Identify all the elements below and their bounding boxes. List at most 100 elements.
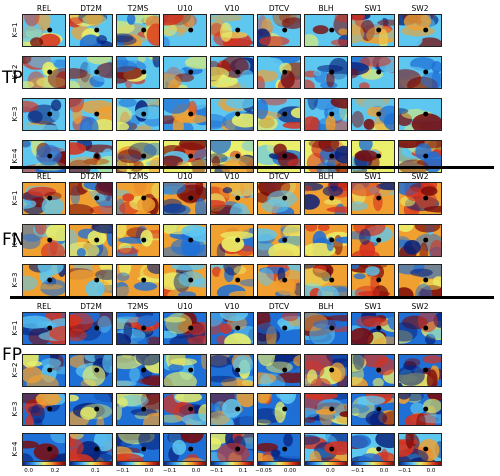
heatmap-tile [210, 354, 254, 387]
colorbar-sw2 [398, 461, 442, 466]
heatmap-tile [22, 433, 66, 466]
heatmap-tile [22, 182, 66, 215]
heatmap-tile [163, 433, 207, 466]
column-header-blh: BLH [318, 172, 334, 181]
heatmap-tile [163, 393, 207, 426]
colorbar-t2ms [116, 461, 160, 466]
heatmap-tile [69, 14, 113, 47]
heatmap-tile [398, 393, 442, 426]
heatmap-tile [116, 224, 160, 257]
column-header-v10: V10 [224, 172, 240, 181]
row-label: K=3 [11, 106, 19, 122]
heatmap-tile [116, 14, 160, 47]
heatmap-tile [398, 224, 442, 257]
heatmap-tile [22, 393, 66, 426]
heatmap-tile [398, 312, 442, 345]
heatmap-tile [116, 56, 160, 89]
column-header-sw2: SW2 [411, 172, 429, 181]
heatmap-tile [398, 98, 442, 131]
heatmap-tile [210, 14, 254, 47]
group-label-fn: FN [2, 230, 25, 250]
heatmap-tile [257, 354, 301, 387]
heatmap-tile [351, 98, 395, 131]
colorbar-tick-label: 0.1 [238, 468, 248, 474]
column-header-v10: V10 [224, 302, 240, 311]
column-header-blh: BLH [318, 302, 334, 311]
row-label: K=3 [11, 272, 19, 288]
heatmap-tile [210, 98, 254, 131]
column-header-rel: REL [36, 302, 52, 311]
colorbar-tick-label: 0.0 [379, 468, 389, 474]
heatmap-tile [304, 140, 348, 173]
heatmap-tile [257, 224, 301, 257]
heatmap-tile [163, 354, 207, 387]
column-header-t2ms: T2MS [127, 4, 149, 13]
heatmap-tile [257, 312, 301, 345]
heatmap-tile [116, 354, 160, 387]
colorbar-dtcv [257, 461, 301, 466]
heatmap-tile [116, 433, 160, 466]
heatmap-tile [22, 224, 66, 257]
heatmap-tile [257, 182, 301, 215]
colorbar-u10 [163, 461, 207, 466]
column-header-rel: REL [36, 172, 52, 181]
heatmap-tile [351, 264, 395, 297]
colorbar-tick-label: 0.0 [426, 468, 436, 474]
heatmap-tile [304, 354, 348, 387]
heatmap-tile [351, 56, 395, 89]
heatmap-tile [210, 182, 254, 215]
heatmap-tile [257, 433, 301, 466]
column-header-sw1: SW1 [364, 302, 382, 311]
group-label-fp: FP [2, 345, 23, 365]
row-label: K=1 [11, 190, 19, 206]
heatmap-tile [22, 14, 66, 47]
column-header-rel: REL [36, 4, 52, 13]
column-header-u10: U10 [177, 172, 193, 181]
heatmap-tile [304, 264, 348, 297]
heatmap-tile [257, 393, 301, 426]
heatmap-tile [398, 354, 442, 387]
group-separator [10, 166, 494, 169]
colorbar-tick-label: 0.0 [144, 468, 154, 474]
heatmap-tile [398, 56, 442, 89]
heatmap-tile [22, 98, 66, 131]
heatmap-tile [163, 182, 207, 215]
heatmap-tile [69, 264, 113, 297]
heatmap-tile [257, 264, 301, 297]
heatmap-tile [163, 14, 207, 47]
colorbar-rel [22, 461, 66, 466]
heatmap-tile [351, 140, 395, 173]
colorbar-v10 [210, 461, 254, 466]
colorbar-tick-label: 0.00 [283, 468, 297, 474]
column-header-dtcv: DTCV [268, 302, 290, 311]
column-header-t2ms: T2MS [127, 302, 149, 311]
heatmap-tile [163, 140, 207, 173]
heatmap-tile [257, 98, 301, 131]
heatmap-tile [304, 433, 348, 466]
heatmap-tile [304, 56, 348, 89]
heatmap-tile [116, 312, 160, 345]
heatmap-tile [351, 393, 395, 426]
colorbar-tick-label: −0.1 [350, 468, 365, 474]
heatmap-tile [351, 14, 395, 47]
heatmap-tile [398, 433, 442, 466]
heatmap-tile [210, 312, 254, 345]
heatmap-tile [351, 182, 395, 215]
heatmap-tile [304, 98, 348, 131]
heatmap-tile [116, 264, 160, 297]
heatmap-tile [22, 140, 66, 173]
heatmap-tile [304, 224, 348, 257]
heatmap-tile [163, 98, 207, 131]
heatmap-tile [116, 182, 160, 215]
heatmap-tile [69, 182, 113, 215]
heatmap-tile [22, 264, 66, 297]
heatmap-tile [163, 264, 207, 297]
heatmap-tile [22, 354, 66, 387]
row-label: K=4 [11, 441, 19, 457]
column-header-dt2m: DT2M [80, 302, 102, 311]
heatmap-tile [163, 224, 207, 257]
colorbar-tick-label: −0.1 [397, 468, 412, 474]
column-header-dt2m: DT2M [80, 4, 102, 13]
colorbar-tick-label: 0.1 [91, 468, 100, 474]
heatmap-tile [69, 354, 113, 387]
